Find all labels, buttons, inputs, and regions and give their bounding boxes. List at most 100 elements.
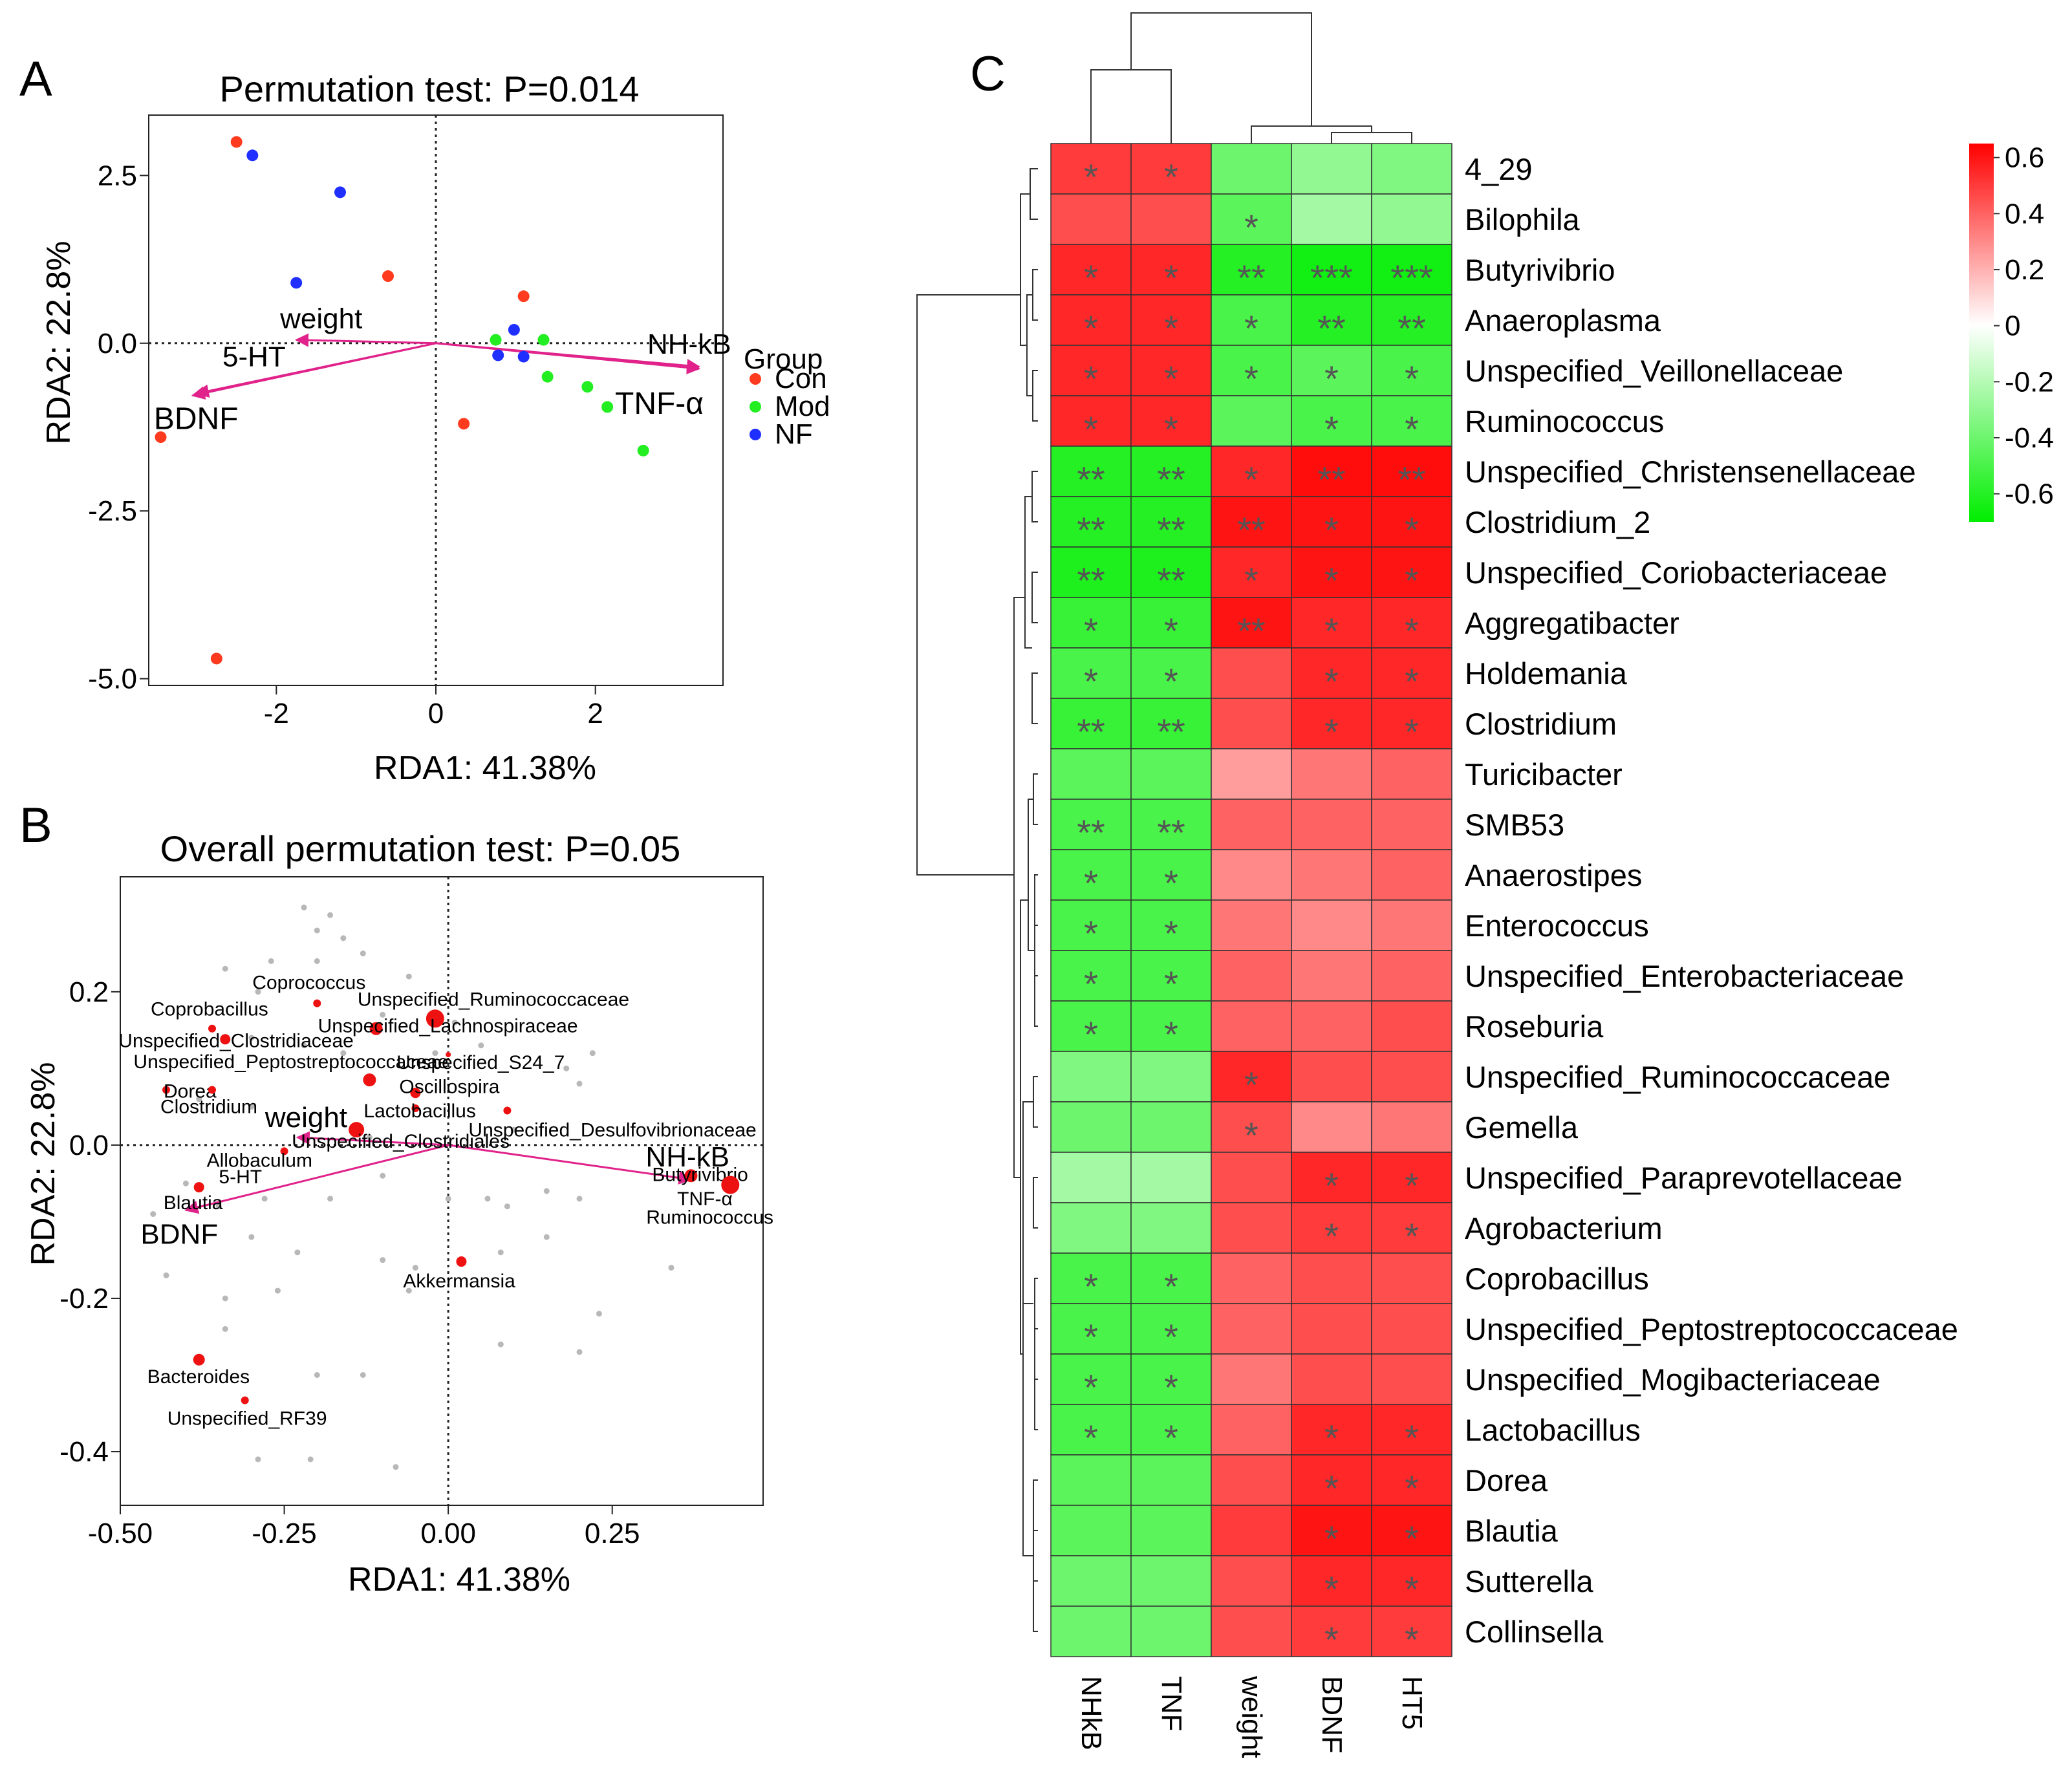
panel-a-arrow-tnf (435, 342, 701, 374)
panel-a-arrow-label-bdnf: BDNF (154, 402, 239, 436)
row-dendrogram-branch (1024, 496, 1032, 649)
heatmap-significance-mark: ** (1157, 560, 1185, 601)
heatmap-row-label-agrobacterium: Agrobacterium (1465, 1211, 1663, 1245)
panel-b-background-point (222, 965, 228, 972)
row-dendrogram-branch (1033, 773, 1038, 825)
column-dendrogram-branch (1251, 125, 1372, 144)
heatmap-cell-clostridium-2-weight (1211, 496, 1292, 548)
colorbar-ticks: 0.6 0.4 0.2 0 -0.2 -0.4 -0.6 (1994, 142, 2054, 510)
panel-a-point-con (230, 136, 243, 148)
panel-a-x-tick-label: -2 (264, 698, 289, 729)
panel-b-background-point (393, 1464, 399, 1470)
panel-a-point-nf (246, 149, 259, 162)
heatmap-significance-mark: *** (1390, 257, 1432, 298)
heatmap-row-label-holdemania: Holdemania (1465, 656, 1628, 691)
heatmap-significance-mark: * (1164, 610, 1178, 651)
heatmap-significance-mark: * (1244, 1115, 1258, 1155)
panel-b-taxon-point-dorea (162, 1086, 170, 1094)
heatmap-significance-mark: * (1164, 1266, 1178, 1307)
heatmap-cell-turicibacter-nhkb (1050, 748, 1132, 800)
panel-b-x-tick-label: 0.25 (585, 1518, 640, 1549)
heatmap-cell-lactobacillus-ht5 (1371, 1404, 1452, 1456)
heatmap-cell-unspecified-ruminococcaceae-weight (1211, 1051, 1292, 1102)
panel-a-point-con (382, 270, 394, 283)
panel-letter-a: A (19, 52, 52, 107)
heatmap-significance-mark: * (1164, 409, 1178, 449)
heatmap-cell-blautia-tnf (1130, 1505, 1212, 1556)
heatmap-cell-blautia-nhkb (1050, 1505, 1132, 1556)
heatmap-row-label-aggregatibacter: Aggregatibacter (1465, 606, 1679, 640)
row-dendrogram-branch (1020, 899, 1028, 1355)
panel-b-y-tick-label: 0.0 (69, 1130, 109, 1161)
panel-b-background-point (412, 1265, 418, 1271)
panel-b-background-point (484, 1196, 491, 1202)
heatmap-cell-aggregatibacter-nhkb (1050, 597, 1132, 649)
heatmap-cell-unspecified-peptostreptococcaceae-ht5 (1371, 1303, 1452, 1355)
heatmap-cell-lactobacillus-weight (1211, 1404, 1292, 1456)
panel-b-taxon-point-unspecified-peptostreptococcaceae (363, 1073, 376, 1087)
heatmap-cell-coprobacillus-nhkb (1050, 1252, 1132, 1304)
panel-a-point-con (517, 290, 530, 303)
heatmap-cell-unspecified-veillonellaceae-nhkb (1050, 345, 1132, 396)
heatmap-cell-unspecified-veillonellaceae-bdnf (1291, 345, 1372, 396)
heatmap-significance-mark: * (1405, 510, 1419, 550)
panel-b-background-point (576, 1349, 583, 1355)
panel-b-taxon-label-ruminococcus: Ruminococcus (646, 1207, 773, 1229)
heatmap-significance-mark: ** (1317, 459, 1346, 500)
heatmap-significance-mark: * (1084, 963, 1098, 1004)
panel-a-x-label: RDA1: 41.38% (374, 749, 596, 787)
heatmap-cell-unspecified-paraprevotellaceae-weight (1211, 1152, 1292, 1203)
panel-a-layer: -2 0 2 -5.0 -2.5 0.0 2.5 weight 5-HT BDNF NH-kB TNF… (88, 115, 731, 729)
heatmap-cell-unspecified-ruminococcaceae-tnf (1130, 1051, 1212, 1102)
heatmap-significance-mark: * (1324, 661, 1339, 702)
heatmap-cell-smb53-bdnf (1291, 799, 1372, 850)
row-dendrogram-branch (1013, 597, 1025, 1178)
heatmap-row-label-ruminococcus: Ruminococcus (1465, 404, 1664, 438)
heatmap-cell-lactobacillus-tnf (1130, 1404, 1212, 1456)
heatmap-cell-unspecified-coriobacteriaceae-ht5 (1371, 546, 1452, 598)
panel-b-taxon-point-coprococcus (313, 999, 321, 1007)
panel-b-taxon-label-coprobacillus: Coprobacillus (151, 999, 268, 1020)
heatmap-cell-roseburia-bdnf (1291, 1000, 1372, 1052)
panel-b-background-point (340, 935, 347, 941)
heatmap-significance-mark: * (1084, 308, 1098, 349)
panel-b-x-tick-label: -0.25 (252, 1518, 316, 1549)
heatmap-cell-unspecified-ruminococcaceae-ht5 (1371, 1051, 1452, 1102)
heatmap-significance-mark: * (1084, 610, 1098, 651)
heatmap-significance-mark: ** (1157, 711, 1185, 752)
heatmap-column-label-tnf: TNF (1156, 1676, 1187, 1732)
heatmap-cell-unspecified-paraprevotellaceae-bdnf (1291, 1152, 1372, 1203)
panel-b-background-point (596, 1311, 602, 1317)
heatmap-significance-mark: * (1164, 661, 1178, 702)
heatmap-cell-bilophila-ht5 (1371, 193, 1452, 245)
heatmap-significance-mark: ** (1157, 812, 1185, 853)
panel-b-background-point (360, 1371, 366, 1378)
panel-a-legend-label-mod: Mod (775, 391, 830, 422)
heatmap-cell-enterococcus-tnf (1130, 899, 1212, 951)
heatmap-significance-mark: * (1324, 1518, 1339, 1559)
heatmap-cell-unspecified-mogibacteriaceae-bdnf (1291, 1353, 1372, 1405)
panel-b-background-point (668, 1265, 674, 1271)
heatmap-significance-mark: * (1324, 610, 1339, 651)
panel-b-y-tick-label: -0.2 (59, 1283, 109, 1315)
row-dendrogram-branch (1026, 294, 1033, 396)
heatmap-column-label-ht5: HT5 (1396, 1676, 1428, 1730)
heatmap-cell-aggregatibacter-weight (1211, 597, 1292, 649)
panel-a-legend-title: Group (744, 343, 823, 375)
panel-b-y-label: RDA2: 22.8% (25, 1062, 62, 1265)
heatmap-significance-mark: * (1084, 1417, 1098, 1458)
heatmap-row-label-unspecified-mogibacteriaceae: Unspecified_Mogibacteriaceae (1465, 1362, 1881, 1397)
heatmap-cell-agrobacterium-bdnf (1291, 1202, 1372, 1254)
heatmap-cell-dorea-nhkb (1050, 1454, 1132, 1506)
heatmap-cell-unspecified-peptostreptococcaceae-nhkb (1050, 1303, 1132, 1355)
panel-b-background-point (327, 1196, 334, 1202)
panel-b-background-point (261, 1196, 268, 1202)
panel-b-arrow-bdnf (184, 1144, 449, 1214)
panel-a-y-tick-label: -5.0 (88, 663, 137, 695)
panel-b-background-point (314, 958, 320, 964)
panel-b-taxon-label-allobaculum: Allobaculum (207, 1150, 312, 1171)
panel-a-point-mod (601, 401, 614, 413)
heatmap-row-label-unspecified-christensenellaceae: Unspecified_Christensenellaceae (1465, 455, 1916, 489)
heatmap-cell-unspecified-coriobacteriaceae-bdnf (1291, 546, 1372, 598)
heatmap-significance-mark: * (1244, 308, 1258, 349)
